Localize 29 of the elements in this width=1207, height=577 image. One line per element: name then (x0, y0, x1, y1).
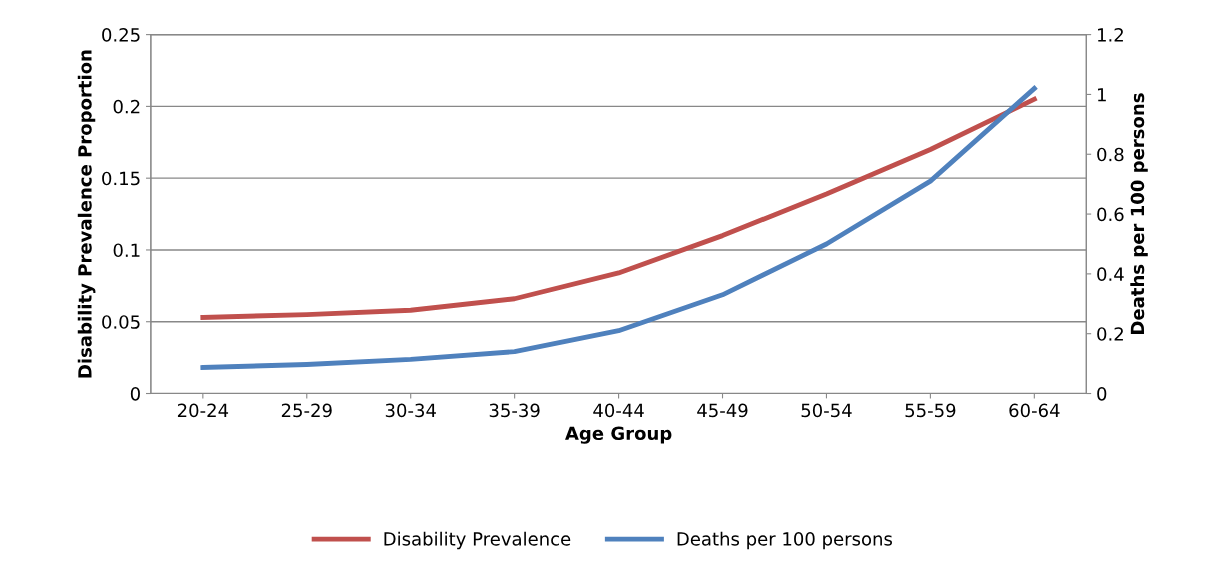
x-axis-title: Age Group (565, 426, 672, 444)
line-series (200, 96, 1037, 320)
y2-tick-label: 0.4 (1097, 267, 1124, 281)
legend-label: Disability Prevalence (384, 531, 571, 550)
x-tick-label: 25-29 (281, 403, 332, 418)
y2-tick-label: 0.2 (1097, 327, 1123, 341)
y-tick-label: 0.15 (102, 171, 140, 186)
x-tick-label: 60-64 (1009, 403, 1060, 418)
y2-tick-label: 0 (1097, 386, 1107, 401)
line-series (200, 86, 1037, 370)
x-tick-label: 30-34 (385, 403, 436, 418)
x-tick-label: 45-49 (697, 403, 748, 418)
x-tick-label: 55-59 (905, 403, 956, 418)
y2-tick-label: 1 (1098, 88, 1106, 102)
y2-tick-label: 0.6 (1097, 207, 1124, 222)
y-tick-label: 0.2 (113, 99, 140, 114)
x-tick-label: 20-24 (177, 403, 229, 418)
y-axis-title: Disability Prevalence Proportion (77, 50, 96, 378)
y2-tick-label: 1.2 (1098, 28, 1123, 42)
y2-tick-label: 0.8 (1097, 147, 1124, 162)
legend-label: Deaths per 100 persons (677, 531, 892, 550)
y-tick-label: 0 (130, 386, 140, 401)
x-tick-label: 40-44 (593, 403, 644, 418)
y2-axis-title: Deaths per 100 persons (1130, 93, 1148, 334)
y-tick-label: 0.1 (113, 243, 140, 258)
y-tick-label: 0.05 (102, 315, 140, 329)
x-tick-label: 50-54 (801, 403, 852, 418)
x-tick-label: 35-39 (489, 403, 540, 418)
y-tick-label: 0.25 (102, 28, 140, 42)
